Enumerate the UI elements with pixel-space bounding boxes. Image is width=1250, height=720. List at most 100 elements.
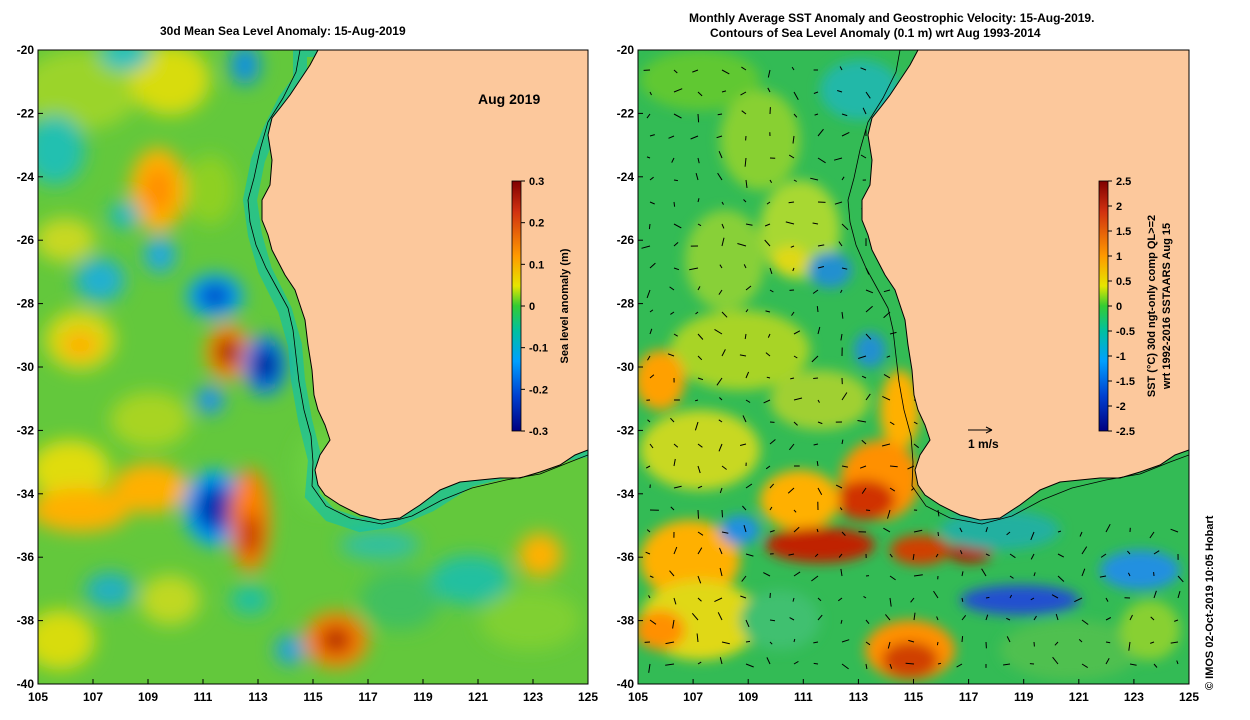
velocity-vector bbox=[981, 568, 987, 577]
velocity-vector bbox=[881, 443, 891, 447]
sea-level-anomaly-field bbox=[38, 50, 580, 670]
velocity-vector bbox=[841, 113, 848, 117]
velocity-vector bbox=[882, 395, 891, 401]
colorbar-tick-label: -1 bbox=[1116, 351, 1126, 363]
velocity-vector bbox=[649, 309, 654, 313]
velocity-vector bbox=[1079, 531, 1083, 537]
velocity-vector bbox=[719, 657, 723, 665]
velocity-vector bbox=[668, 135, 675, 139]
velocity-vector bbox=[860, 154, 867, 159]
velocity-vector bbox=[883, 289, 891, 293]
velocity-vector bbox=[865, 91, 871, 99]
left-map-title: 30d Mean Sea Level Anomaly: 15-Aug-2019 bbox=[160, 24, 406, 38]
velocity-vector bbox=[793, 509, 797, 513]
velocity-vector bbox=[717, 172, 723, 181]
velocity-vector bbox=[669, 286, 675, 291]
velocity-vector bbox=[908, 639, 915, 643]
velocity-vector bbox=[697, 333, 704, 340]
lat-tick-label: -26 bbox=[617, 233, 635, 247]
velocity-vector bbox=[933, 590, 939, 599]
velocity-vector bbox=[913, 529, 923, 533]
velocity-vector bbox=[1153, 663, 1158, 668]
velocity-vector bbox=[1170, 528, 1179, 533]
velocity-vector bbox=[697, 485, 703, 489]
velocity-vector bbox=[835, 484, 843, 489]
velocity-vector bbox=[913, 574, 923, 577]
velocity-vector bbox=[841, 223, 849, 231]
sea-level-colorbar bbox=[511, 180, 522, 432]
velocity-vector bbox=[669, 570, 675, 577]
velocity-vector bbox=[1153, 590, 1157, 599]
lat-tick-label: -30 bbox=[17, 360, 35, 374]
velocity-vector bbox=[719, 397, 723, 401]
velocity-vector bbox=[766, 376, 771, 379]
velocity-vector bbox=[721, 311, 728, 318]
velocity-vector bbox=[913, 421, 918, 425]
velocity-vector bbox=[672, 619, 675, 629]
velocity-vector bbox=[889, 465, 898, 468]
velocity-vector bbox=[649, 374, 655, 379]
velocity-vector bbox=[858, 355, 867, 359]
velocity-vector bbox=[697, 157, 700, 164]
velocity-vector bbox=[1105, 641, 1111, 644]
velocity-vector bbox=[1177, 590, 1181, 599]
lon-tick-label: 109 bbox=[138, 690, 158, 704]
velocity-vector bbox=[841, 176, 845, 181]
colorbar-tick-label: -0.5 bbox=[1116, 326, 1135, 338]
velocity-vector bbox=[765, 310, 771, 313]
velocity-vector bbox=[719, 264, 723, 269]
lon-tick-label: 121 bbox=[468, 690, 488, 704]
velocity-vector bbox=[1009, 594, 1013, 599]
lat-tick-label: -32 bbox=[17, 423, 35, 437]
velocity-vector bbox=[697, 531, 704, 536]
lon-tick-label: 113 bbox=[248, 690, 268, 704]
velocity-vector bbox=[1081, 663, 1088, 669]
lat-tick-label: -28 bbox=[617, 297, 635, 311]
velocity-vector bbox=[793, 638, 796, 643]
velocity-vector bbox=[793, 397, 803, 401]
velocity-vector bbox=[673, 242, 679, 247]
velocity-vector bbox=[889, 421, 895, 426]
velocity-vector bbox=[833, 157, 843, 161]
velocity-vector bbox=[1128, 641, 1131, 651]
velocity-vector bbox=[1129, 614, 1133, 621]
velocity-vector bbox=[865, 333, 872, 340]
velocity-vector bbox=[745, 309, 749, 313]
velocity-vector bbox=[670, 506, 675, 511]
velocity-vector bbox=[1052, 656, 1059, 665]
velocity-vector bbox=[649, 575, 654, 578]
velocity-vector bbox=[697, 355, 703, 361]
velocity-vector bbox=[744, 157, 747, 167]
velocity-vector bbox=[793, 91, 799, 101]
velocity-vector bbox=[673, 88, 683, 93]
velocity-vector bbox=[721, 90, 727, 93]
velocity-vector bbox=[788, 553, 795, 556]
velocity-vector bbox=[649, 201, 655, 205]
velocity-vector bbox=[961, 636, 964, 643]
velocity-vector bbox=[861, 375, 867, 379]
right-longitude-axis: 105 107 109 111 113 115 117 119 121 123 125 bbox=[628, 679, 1199, 704]
lon-tick-label: 117 bbox=[959, 690, 979, 704]
velocity-vector bbox=[697, 597, 702, 602]
velocity-vector bbox=[718, 443, 723, 452]
velocity-vector bbox=[937, 662, 942, 665]
velocity-vector bbox=[719, 487, 723, 494]
velocity-vector bbox=[793, 330, 801, 335]
velocity-vector bbox=[838, 241, 843, 247]
velocity-vector bbox=[1055, 613, 1059, 621]
velocity-vector bbox=[764, 239, 771, 247]
velocity-vector bbox=[905, 662, 915, 665]
velocity-vector bbox=[717, 612, 723, 621]
velocity-vector bbox=[792, 267, 795, 272]
velocity-vector bbox=[697, 286, 701, 291]
velocity-vector bbox=[1099, 575, 1107, 578]
velocity-vector bbox=[767, 333, 771, 338]
lon-tick-label: 115 bbox=[303, 690, 323, 704]
velocity-vector bbox=[1100, 553, 1107, 558]
velocity-vector bbox=[810, 177, 819, 181]
colorbar-tick-label: 0.1 bbox=[529, 259, 544, 271]
velocity-vector bbox=[697, 465, 701, 474]
velocity-vector bbox=[646, 529, 651, 533]
lon-tick-label: 119 bbox=[413, 690, 433, 704]
